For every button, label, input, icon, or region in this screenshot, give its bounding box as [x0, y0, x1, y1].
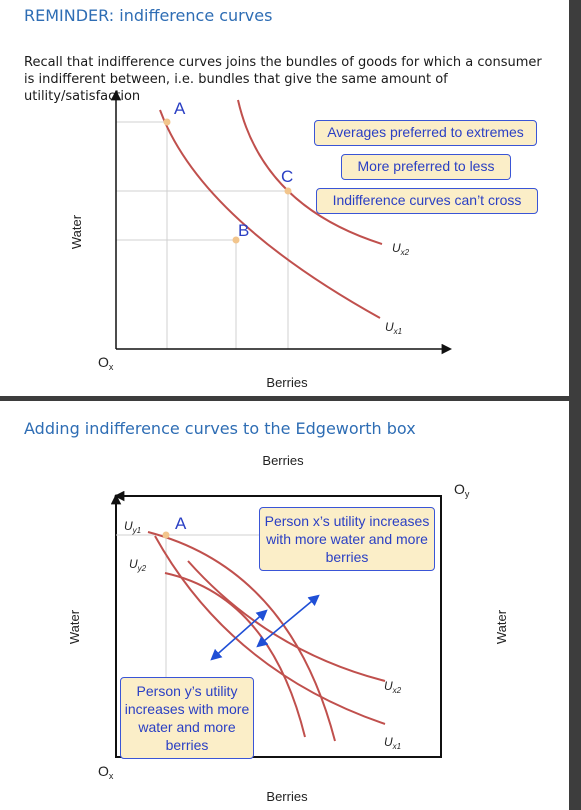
curve-label-ux1: Ux1 — [384, 735, 401, 751]
point-b-label: B — [238, 221, 249, 240]
right-edge-bar — [569, 0, 581, 810]
curve-label-ux2: Ux2 — [384, 679, 402, 695]
top-berries-label: Berries — [262, 453, 304, 468]
y-axis-label: Water — [69, 214, 84, 249]
point-c-label: C — [281, 167, 293, 186]
indifference-diagram: A B C Ux2 Ux1 Water Berries Ox — [69, 89, 453, 390]
slide-title: REMINDER: indifference curves — [24, 6, 273, 25]
slide-indifference-reminder: REMINDER: indifference curves Recall tha… — [0, 0, 569, 396]
left-water-label: Water — [67, 609, 82, 644]
origin-x-label: Ox — [98, 763, 114, 781]
curve-label-ux1: Ux1 — [385, 320, 402, 336]
callout-person-y: Person y’s utility increases with more w… — [120, 677, 254, 759]
origin-y-label: Oy — [454, 481, 470, 499]
curve-label-uy1: Uy1 — [124, 519, 141, 535]
point-a-marker — [163, 118, 171, 126]
point-a-label: A — [175, 514, 187, 533]
callout-person-x: Person x’s utility increases with more w… — [259, 507, 435, 571]
point-a-marker — [162, 531, 170, 539]
indifference-curve-ux1 — [159, 109, 381, 319]
guide-lines — [116, 121, 289, 349]
bottom-berries-label: Berries — [266, 789, 308, 804]
callout-cant-cross: Indifference curves can’t cross — [316, 188, 538, 214]
slide-title: Adding indifference curves to the Edgewo… — [24, 419, 416, 438]
point-b-marker — [232, 236, 240, 244]
direction-arrow-1 — [210, 609, 268, 661]
callout-averages: Averages preferred to extremes — [314, 120, 537, 146]
point-c-marker — [284, 187, 292, 195]
point-a-label: A — [174, 99, 186, 118]
curve-label-ux2: Ux2 — [392, 241, 410, 257]
slide-separator — [0, 396, 569, 401]
slide-edgeworth-box: Adding indifference curves to the Edgewo… — [0, 401, 569, 810]
x-axis-label: Berries — [266, 375, 308, 390]
intro-text: Recall that indifference curves joins th… — [24, 55, 542, 104]
edgeworth-diagram: A Uy1 Uy2 Ux2 Ux1 Berries Berries Water … — [67, 453, 509, 804]
origin-label: Ox — [98, 354, 114, 372]
right-water-label: Water — [494, 609, 509, 644]
curve-label-uy2: Uy2 — [129, 557, 147, 573]
direction-arrow-2 — [256, 594, 320, 648]
callout-more-preferred: More preferred to less — [341, 154, 511, 180]
